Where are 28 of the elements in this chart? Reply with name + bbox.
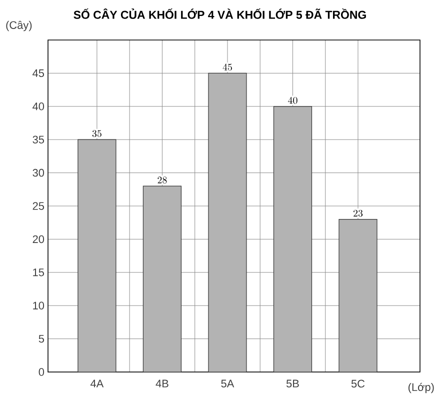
y-tick-label: 45	[32, 69, 44, 78]
y-tick-label: 30	[32, 168, 44, 177]
y-tick-label: 15	[33, 268, 44, 276]
x-tick-label: 5B	[286, 380, 299, 388]
x-tick-label: 5C	[351, 380, 365, 388]
bar	[273, 106, 312, 372]
bar	[208, 72, 247, 372]
data-label: 28	[158, 176, 167, 184]
bar	[338, 218, 378, 372]
y-tick-label: 0	[38, 368, 44, 376]
y-axis-title: (Cây)	[6, 20, 32, 32]
chart-title: SỐ CÂY CỦA KHỐI LỚP 4 VÀ KHỐI LỚP 5 ĐÃ TRỒNG	[74, 8, 366, 19]
data-label: 40	[288, 96, 298, 104]
data-label: 45	[222, 64, 232, 71]
y-tick-label: 35	[32, 136, 44, 144]
bar	[78, 139, 116, 372]
y-tick-label: 10	[33, 302, 44, 310]
x-tick-label: 4B	[156, 380, 168, 388]
x-tick-label: 4A	[90, 380, 104, 388]
y-tick-label: 20	[32, 235, 44, 244]
y-tick-label: 5	[38, 334, 44, 343]
x-tick-label: 5A	[221, 380, 234, 388]
data-label: 35	[92, 130, 102, 138]
data-label: 23	[354, 210, 363, 217]
y-tick-label: 25	[32, 202, 44, 210]
bar	[142, 186, 182, 372]
y-tick-label: 40	[32, 102, 44, 110]
x-axis-title: (Lớp)	[408, 382, 434, 394]
